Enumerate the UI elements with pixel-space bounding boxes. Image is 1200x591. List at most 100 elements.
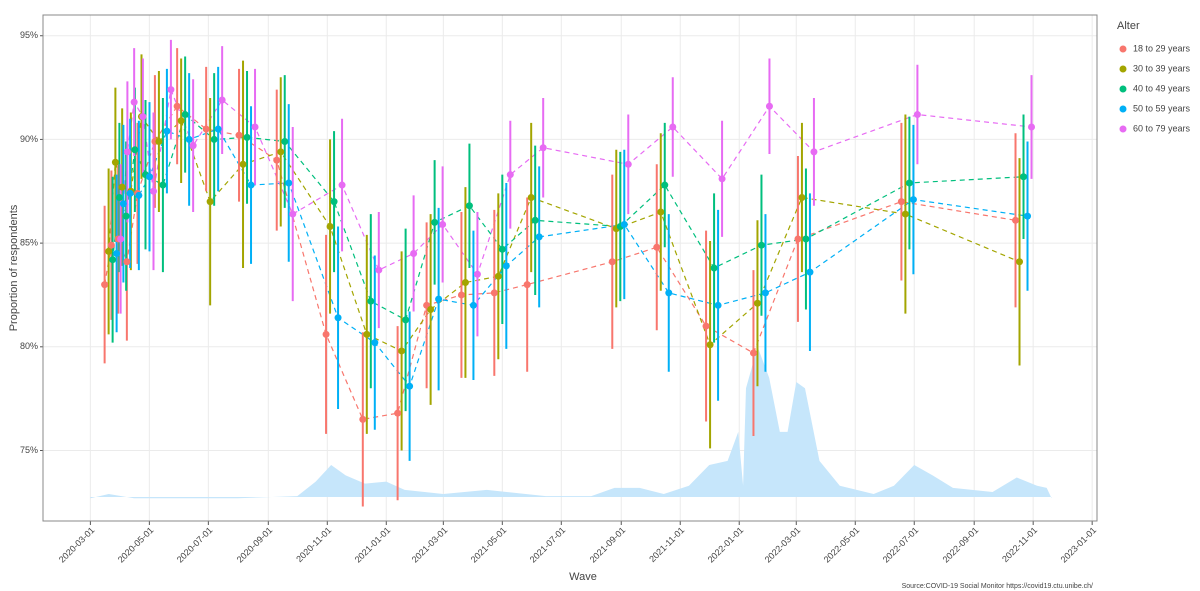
data-point [410, 249, 418, 257]
data-point [402, 316, 410, 324]
data-point [539, 144, 547, 152]
x-tick-label: 2022-09-01 [941, 525, 981, 565]
data-point [527, 193, 535, 201]
data-point [130, 98, 138, 106]
legend-marker [1119, 65, 1127, 73]
data-point [202, 125, 210, 133]
data-point [506, 171, 514, 179]
data-point [494, 272, 502, 280]
data-point [473, 270, 481, 278]
data-point [367, 297, 375, 305]
data-point [406, 382, 414, 390]
x-tick-label: 2021-05-01 [469, 525, 509, 565]
legend-label: 18 to 29 years [1133, 43, 1191, 53]
data-point [177, 117, 185, 125]
x-tick-label: 2023-01-01 [1059, 525, 1099, 565]
data-point [135, 191, 143, 199]
data-point [794, 235, 802, 243]
data-point [218, 96, 226, 104]
data-point [247, 181, 255, 189]
legend-label: 30 to 39 years [1133, 63, 1191, 73]
data-point [123, 258, 131, 266]
data-point [761, 289, 769, 297]
data-point [1024, 212, 1032, 220]
data-point [749, 349, 757, 357]
data-point [439, 220, 447, 228]
data-point [535, 233, 543, 241]
data-point [394, 409, 402, 417]
data-point [657, 208, 665, 216]
data-point [913, 111, 921, 119]
legend-marker [1119, 125, 1127, 133]
data-point [798, 193, 806, 201]
data-point [375, 266, 383, 274]
data-point [905, 179, 913, 187]
data-point [810, 148, 818, 156]
data-point [661, 181, 669, 189]
x-tick-label: 2020-11-01 [294, 525, 333, 564]
data-point [326, 223, 334, 231]
x-tick-label: 2020-05-01 [116, 525, 156, 565]
data-point [122, 212, 130, 220]
data-point [330, 198, 338, 206]
x-tick-label: 2020-03-01 [57, 525, 97, 565]
data-point [206, 198, 214, 206]
x-tick-label: 2021-03-01 [410, 525, 450, 565]
data-point [334, 314, 342, 322]
x-tick-label: 2021-11-01 [647, 525, 686, 564]
data-point [115, 193, 123, 201]
data-point [113, 249, 121, 257]
legend-marker [1119, 45, 1127, 53]
x-tick-label: 2020-07-01 [175, 525, 215, 565]
legend-label: 50 to 59 years [1133, 103, 1191, 113]
data-point [465, 202, 473, 210]
y-axis-label: Proportion of respondents [8, 204, 20, 331]
data-point [909, 196, 917, 204]
data-point [469, 301, 477, 309]
data-point [665, 289, 673, 297]
data-point [107, 241, 115, 249]
y-tick-label: 95% [20, 30, 38, 40]
legend-label: 60 to 79 years [1133, 123, 1191, 133]
data-point [289, 210, 297, 218]
background-area [90, 346, 1052, 499]
data-point [243, 133, 251, 141]
x-tick-label: 2022-03-01 [763, 525, 803, 565]
x-tick-label: 2022-05-01 [822, 525, 862, 565]
data-point [620, 220, 628, 228]
data-point [322, 330, 330, 338]
data-point [131, 146, 139, 154]
data-point [239, 160, 247, 168]
data-point [608, 258, 616, 266]
data-point [159, 181, 167, 189]
data-point [149, 187, 157, 195]
data-point [427, 305, 435, 313]
legend-marker [1119, 85, 1127, 93]
data-point [653, 243, 661, 251]
data-point [181, 111, 189, 119]
data-point [706, 341, 714, 349]
data-point [214, 125, 222, 133]
data-point [167, 86, 175, 94]
data-point [251, 123, 259, 131]
data-point [718, 175, 726, 183]
plot-background [43, 15, 1097, 521]
legend-title: Alter [1117, 20, 1140, 32]
data-point [109, 256, 117, 264]
x-tick-label: 2021-09-01 [588, 525, 628, 565]
data-point [490, 289, 498, 297]
data-point [371, 339, 379, 347]
data-point [273, 156, 281, 164]
data-point [105, 247, 113, 255]
data-point [139, 113, 147, 121]
data-point [765, 102, 773, 110]
data-point [457, 291, 465, 299]
data-point [189, 142, 197, 150]
x-tick-label: 2022-07-01 [881, 525, 921, 565]
legend-label: 40 to 49 years [1133, 83, 1191, 93]
data-point [235, 131, 243, 139]
data-point [281, 138, 289, 145]
data-point [123, 148, 131, 156]
data-point [119, 200, 127, 208]
